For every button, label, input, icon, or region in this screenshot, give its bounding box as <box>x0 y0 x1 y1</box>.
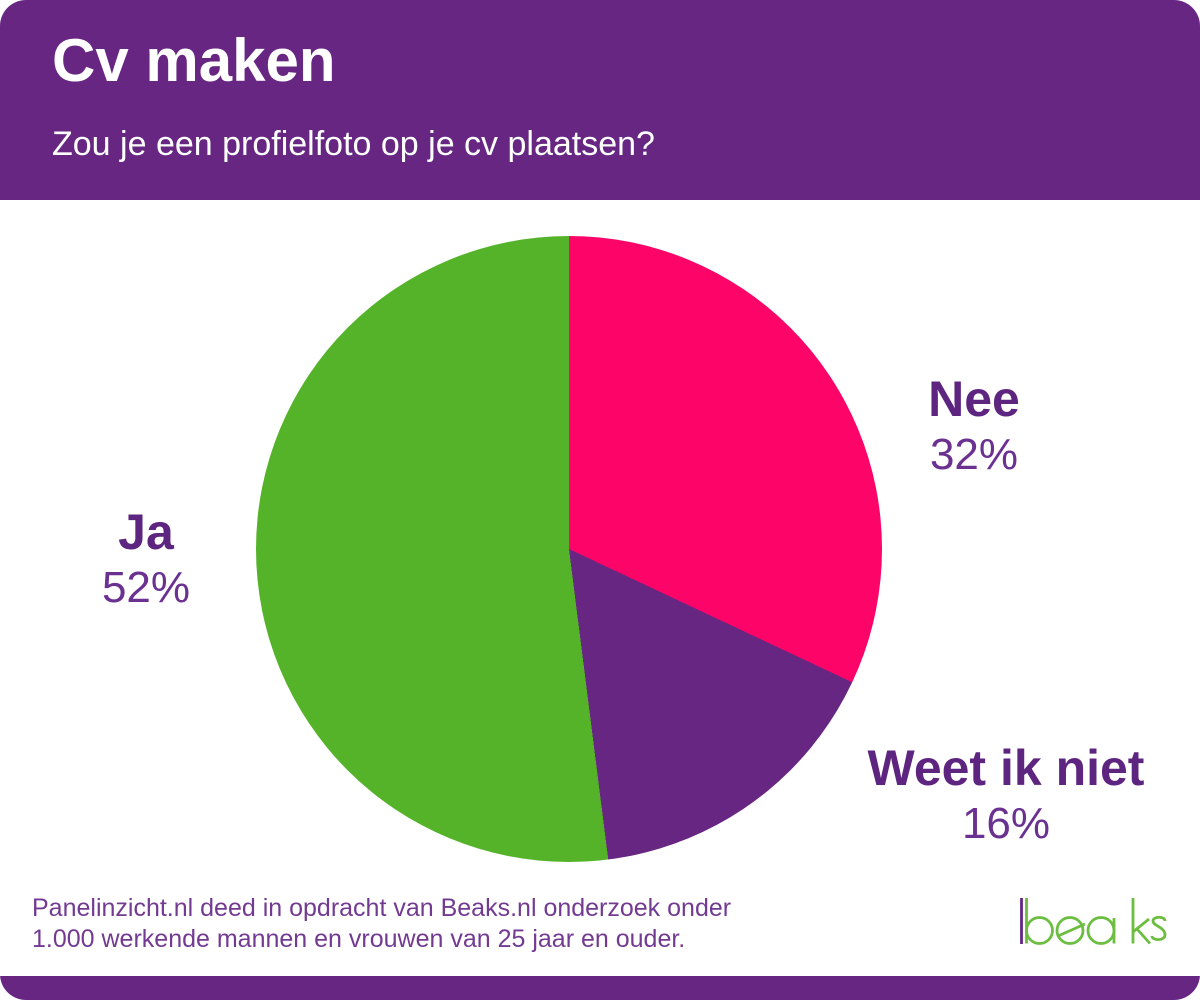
bottom-accent-bar <box>0 976 1200 1000</box>
page-title: Cv maken <box>52 27 336 94</box>
slice-label-ja: Ja 52% <box>102 505 190 612</box>
source-note-line2: 1.000 werkende mannen en vrouwen van 25 … <box>32 925 686 953</box>
slice-name-weet-ik-niet: Weet ik niet <box>867 740 1145 796</box>
page-subtitle: Zou je een profielfoto op je cv plaatsen… <box>52 125 655 163</box>
slice-value-nee: 32% <box>929 430 1019 479</box>
slice-label-weet-ik-niet: Weet ik niet 16% <box>868 741 1145 848</box>
beaks-logo-icon <box>1020 898 1167 945</box>
slice-label-nee: Nee 32% <box>928 372 1020 479</box>
source-note-line1: Panelinzicht.nl deed in opdracht van Bea… <box>32 894 732 922</box>
pie-chart <box>256 236 882 862</box>
beaks-logo <box>1018 894 1170 946</box>
header: Cv maken Zou je een profielfoto op je cv… <box>0 0 1200 200</box>
source-note: Panelinzicht.nl deed in opdracht van Bea… <box>32 893 731 955</box>
slice-value-weet-ik-niet: 16% <box>961 799 1051 848</box>
slice-value-ja: 52% <box>101 563 191 612</box>
slice-name-ja: Ja <box>118 504 174 560</box>
slice-name-nee: Nee <box>928 371 1020 427</box>
